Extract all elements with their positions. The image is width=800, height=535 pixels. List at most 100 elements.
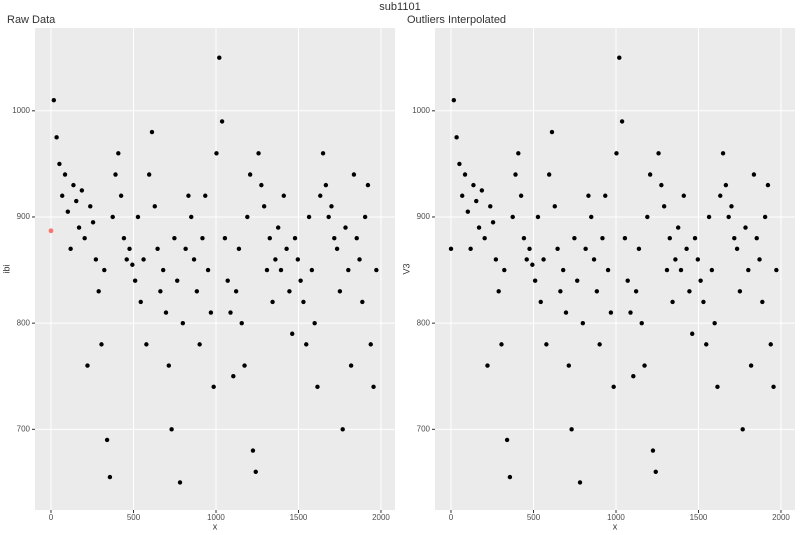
point <box>343 225 348 230</box>
point <box>690 331 695 336</box>
point <box>583 246 588 252</box>
point <box>527 246 532 252</box>
point <box>236 246 242 252</box>
point <box>284 246 289 252</box>
point <box>692 236 698 241</box>
point <box>132 278 138 283</box>
point <box>203 193 208 198</box>
point <box>549 129 555 135</box>
point <box>250 448 256 453</box>
panel-background <box>35 28 395 510</box>
point <box>374 267 379 273</box>
point <box>102 267 107 273</box>
point <box>768 342 773 347</box>
point <box>569 427 574 432</box>
point <box>217 55 222 60</box>
point <box>740 427 745 432</box>
point <box>482 236 487 241</box>
point <box>74 198 79 204</box>
point <box>228 310 233 315</box>
point <box>667 236 672 241</box>
point <box>642 363 647 368</box>
point <box>656 151 661 156</box>
point <box>552 204 557 209</box>
point <box>589 214 594 220</box>
point <box>645 214 650 220</box>
x-tick-label: 2000 <box>772 513 790 522</box>
point <box>368 342 373 347</box>
point <box>751 172 757 177</box>
point <box>71 182 76 188</box>
point <box>673 257 678 262</box>
point <box>163 310 169 315</box>
point <box>726 214 731 220</box>
point <box>298 278 303 283</box>
point <box>757 257 762 262</box>
point <box>270 299 275 305</box>
point <box>320 151 326 156</box>
point <box>68 246 73 252</box>
panel-title: Raw Data <box>7 14 56 26</box>
point <box>524 257 529 262</box>
point <box>647 172 653 177</box>
point <box>107 474 113 480</box>
point <box>304 342 309 347</box>
point <box>709 267 715 273</box>
point <box>175 278 180 283</box>
point <box>326 214 331 220</box>
point <box>332 236 337 241</box>
point <box>732 236 737 241</box>
point <box>346 267 351 273</box>
point <box>51 97 57 103</box>
point <box>493 257 499 262</box>
point <box>155 246 160 252</box>
point <box>544 342 549 347</box>
point <box>247 172 253 177</box>
point <box>261 204 267 209</box>
point <box>704 342 709 347</box>
point <box>718 193 723 198</box>
point <box>256 151 261 156</box>
point <box>186 193 191 198</box>
x-axis-label: x <box>213 521 218 531</box>
point <box>502 267 507 273</box>
point <box>653 469 658 474</box>
point <box>82 236 87 241</box>
point <box>222 236 228 241</box>
point <box>225 278 230 283</box>
point <box>457 161 462 167</box>
point <box>315 384 320 390</box>
point <box>278 267 284 273</box>
y-tick-label: 800 <box>17 318 31 327</box>
point <box>474 198 479 204</box>
x-tick-label: 1500 <box>690 513 708 522</box>
point <box>748 363 754 368</box>
point <box>701 299 706 305</box>
point <box>625 278 630 283</box>
y-tick-label: 700 <box>417 424 431 433</box>
point <box>465 209 471 214</box>
point <box>577 480 583 485</box>
x-tick-label: 0 <box>49 513 54 522</box>
point <box>659 182 664 188</box>
point <box>141 257 146 262</box>
point <box>762 214 768 220</box>
x-tick-label: 1500 <box>290 513 308 522</box>
point <box>622 236 628 241</box>
point <box>566 363 572 368</box>
point <box>541 257 546 262</box>
y-axis-label: V3 <box>401 263 411 274</box>
point <box>194 289 200 294</box>
point <box>603 193 608 198</box>
point <box>197 342 202 347</box>
point <box>572 236 577 241</box>
point <box>462 172 468 177</box>
point <box>555 246 560 252</box>
point <box>743 225 748 230</box>
point <box>490 220 496 225</box>
point <box>675 225 681 230</box>
point <box>611 384 616 390</box>
point <box>706 214 712 220</box>
y-tick-label: 1000 <box>12 106 30 115</box>
point <box>591 257 597 262</box>
